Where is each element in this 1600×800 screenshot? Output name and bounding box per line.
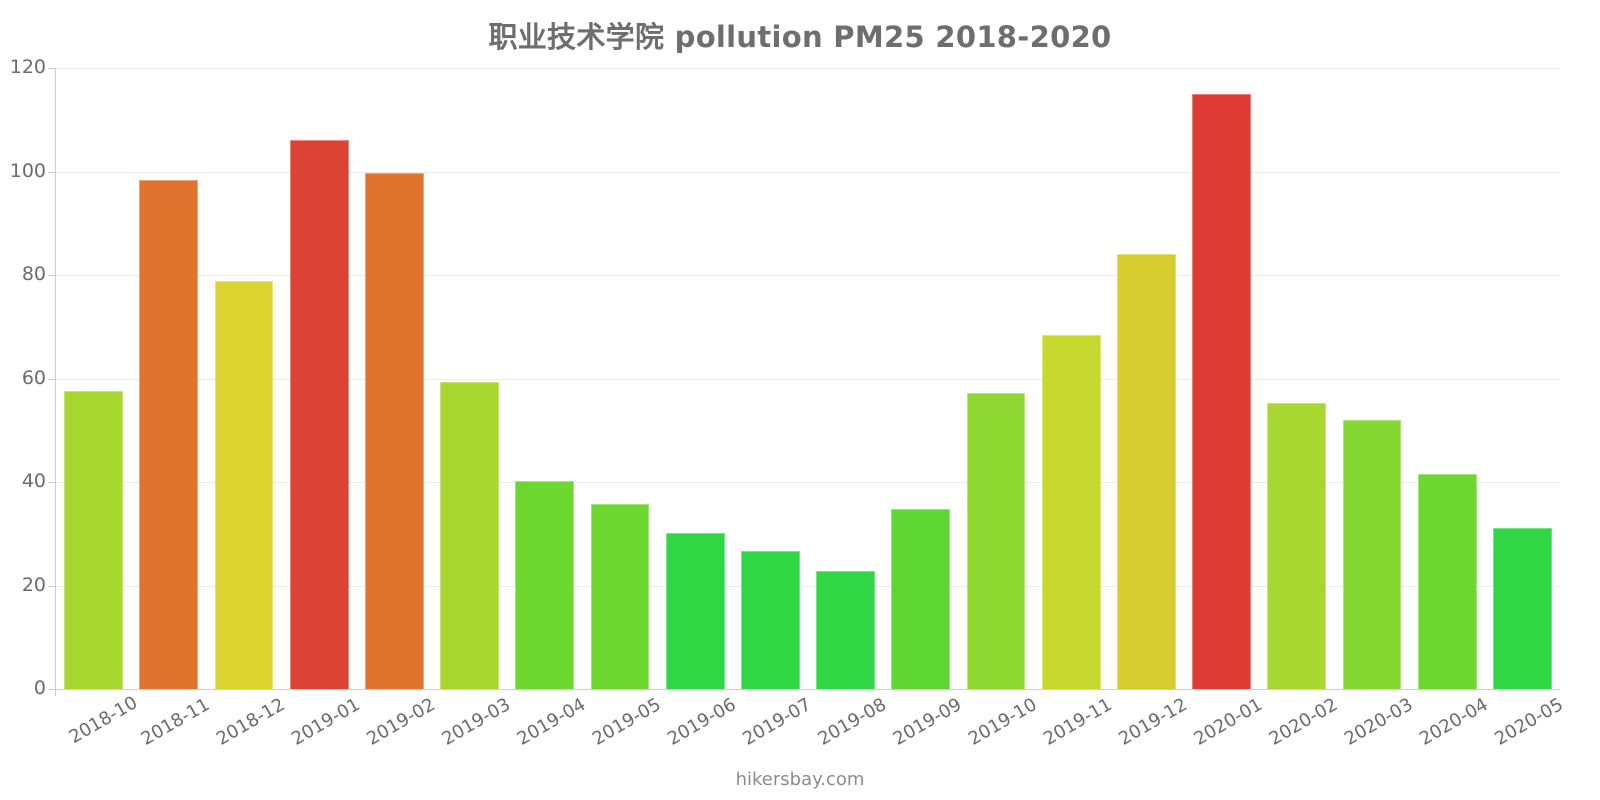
gridline (56, 171, 1560, 173)
y-tick-mark (48, 68, 56, 69)
bar[interactable] (365, 172, 424, 689)
y-tick-mark (48, 585, 56, 587)
bar[interactable] (1342, 419, 1402, 689)
gridline (56, 378, 1560, 380)
gridlines (56, 68, 1560, 690)
bar-series (56, 68, 1560, 689)
gridline (56, 482, 1560, 483)
bar[interactable] (64, 391, 123, 689)
gridline (56, 689, 1560, 690)
gridline (56, 275, 1560, 276)
bar[interactable] (816, 571, 875, 689)
bar[interactable] (1117, 253, 1176, 689)
bar[interactable] (741, 550, 800, 689)
y-tick-label: 40 (21, 470, 46, 492)
y-tick-label: 120 (9, 56, 46, 78)
bar[interactable] (665, 533, 725, 689)
y-tick-label: 60 (21, 366, 46, 389)
bar[interactable] (515, 480, 575, 689)
y-tick-mark (48, 275, 56, 276)
bar[interactable] (1041, 335, 1101, 689)
bar[interactable] (1267, 402, 1327, 689)
bar[interactable] (214, 281, 274, 689)
y-tick-mark (48, 689, 56, 690)
chart-title: 职业技术学院 pollution PM25 2018-2020 (488, 20, 1112, 54)
source-watermark: hikersbay.com (735, 769, 865, 790)
bar[interactable] (139, 179, 199, 689)
bar[interactable] (1192, 93, 1251, 689)
y-axis-tick-labels: 0 20 40 60 80 100 120 (0, 0, 56, 800)
y-axis-line (55, 68, 56, 696)
y-tick-mark (48, 482, 56, 483)
bar[interactable] (1493, 527, 1552, 689)
y-tick-mark (48, 171, 56, 173)
gridline (56, 68, 1560, 69)
y-tick-label: 100 (9, 159, 46, 182)
bar[interactable] (966, 393, 1026, 689)
bar[interactable] (289, 140, 349, 689)
bar[interactable] (590, 504, 650, 689)
gridline (56, 585, 1560, 587)
plot-area (56, 68, 1560, 690)
bar[interactable] (1417, 474, 1477, 689)
y-tick-label: 20 (21, 573, 46, 596)
bar[interactable] (891, 509, 951, 689)
y-tick-mark (48, 378, 56, 380)
bar[interactable] (440, 382, 499, 689)
y-tick-label: 80 (21, 263, 46, 285)
y-tick-label: 0 (33, 677, 46, 699)
